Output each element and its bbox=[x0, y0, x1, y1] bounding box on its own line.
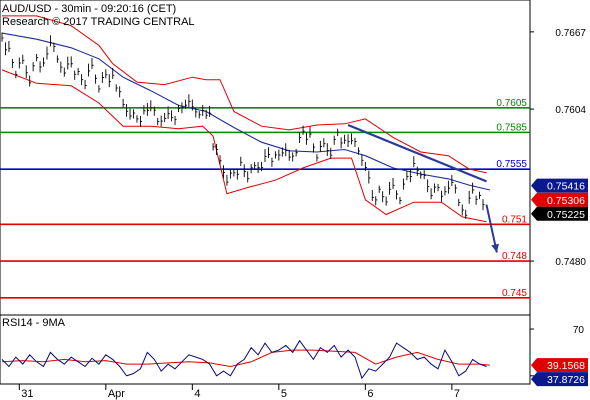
x-axis-label: 5 bbox=[281, 388, 287, 400]
level-label-0.7555: 0.7555 bbox=[496, 159, 527, 170]
moving-average-line bbox=[1, 32, 491, 191]
chart-title: AUD/USD - 30min - 09:20:16 (CET) bbox=[2, 3, 176, 15]
forecast-arrow-head bbox=[491, 243, 499, 253]
rsi-line bbox=[1, 339, 487, 380]
price-axis-label: 0.7480 bbox=[555, 257, 586, 268]
price-axis-label: 0.7604 bbox=[555, 105, 586, 116]
x-axis-label: 6 bbox=[367, 388, 373, 400]
rsi-title: RSI14 - 9MA bbox=[2, 317, 66, 329]
rsi-value-boxes: 39.1568 37.8726 bbox=[531, 358, 588, 387]
moving-average bbox=[1, 32, 491, 191]
price-box-0.75416-label: 0.75416 bbox=[547, 181, 585, 193]
price-panel: 0.7605 0.7585 0.7555 0.751 0.748 0.745 0.7667… bbox=[0, 0, 588, 316]
price-axis-label: 0.7667 bbox=[555, 28, 586, 39]
rsi-axis-label: 70 bbox=[573, 325, 585, 336]
x-axis-label: Apr bbox=[108, 388, 125, 400]
level-label-0.751: 0.751 bbox=[502, 214, 527, 225]
rsi-box-39.1568-bg bbox=[531, 358, 588, 373]
price-box-0.75306-label: 0.75306 bbox=[547, 195, 585, 207]
price-box-0.75225-label: 0.75225 bbox=[547, 209, 585, 221]
price-bars bbox=[1, 32, 485, 219]
chart-subtitle: Research © 2017 TRADING CENTRAL bbox=[2, 16, 195, 28]
bollinger-lower-line bbox=[1, 69, 487, 223]
rsi-box-39.1568-label: 39.1568 bbox=[547, 360, 585, 372]
forecast-arrow-line bbox=[485, 204, 498, 253]
price-box-0.75416-bg bbox=[531, 178, 588, 193]
trendline bbox=[347, 124, 499, 253]
bollinger-bands bbox=[1, 15, 487, 223]
trendline-line bbox=[347, 124, 487, 183]
level-label-0.745: 0.745 bbox=[502, 288, 527, 299]
rsi-ma-line bbox=[1, 349, 490, 368]
price-value-boxes: 0.75416 0.75306 0.75225 bbox=[531, 178, 588, 221]
price-box-0.75306-bg bbox=[531, 192, 588, 207]
price-box-0.75225-bg bbox=[531, 206, 588, 221]
rsi-lines bbox=[1, 339, 490, 380]
level-label-0.748: 0.748 bbox=[502, 251, 527, 262]
x-axis-label: 31 bbox=[21, 388, 33, 400]
bollinger-upper-line bbox=[2, 15, 487, 174]
x-axis-label: 4 bbox=[194, 388, 200, 400]
rsi-box-37.8726-label: 37.8726 bbox=[547, 374, 585, 386]
level-lines: 0.7605 0.7585 0.7555 0.751 0.748 0.745 bbox=[0, 98, 530, 299]
level-label-0.7585: 0.7585 bbox=[496, 122, 527, 133]
x-axis: 31 Apr 4 5 6 7 bbox=[18, 384, 460, 400]
x-axis-label: 7 bbox=[454, 388, 460, 400]
price-axis: 0.7667 0.7604 0.7480 bbox=[530, 28, 586, 268]
rsi-plot-frame bbox=[0, 314, 531, 385]
level-label-0.7605: 0.7605 bbox=[496, 98, 527, 109]
rsi-box-37.8726-bg bbox=[531, 372, 588, 387]
